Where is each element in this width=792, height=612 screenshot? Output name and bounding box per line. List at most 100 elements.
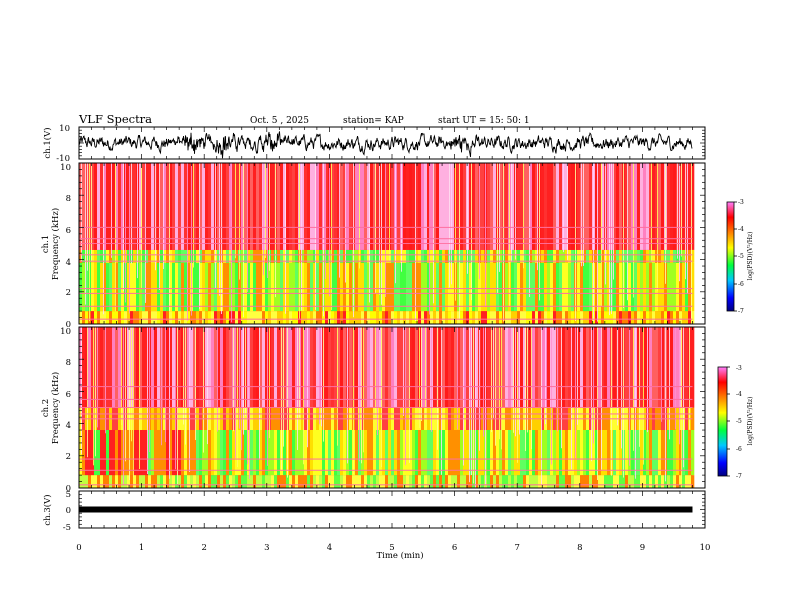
spectrogram-cell (649, 163, 653, 250)
spectrogram-cell (316, 475, 320, 488)
spectrogram-cell (487, 475, 491, 488)
spectrogram-cell (631, 327, 635, 408)
spectrogram-cell (214, 327, 218, 408)
spectrogram-cell (256, 262, 260, 312)
spectrogram-cell (196, 311, 200, 324)
spectrogram-cell (331, 327, 335, 408)
spectrogram-cell (175, 249, 179, 263)
ch2-colorbar (717, 366, 728, 477)
spectrogram-cell (307, 430, 311, 476)
spectrogram-cell (589, 430, 593, 476)
start-time-label: start UT = 15: 50: 1 (438, 116, 530, 126)
spectrogram-cell (112, 163, 116, 250)
spectrogram-cell (487, 311, 491, 324)
spectrogram-cell (178, 311, 182, 324)
spectrogram-cell (409, 327, 413, 408)
spectrogram-cell (532, 249, 536, 263)
spectrogram-cell (406, 475, 410, 488)
spectrogram-streak (97, 327, 98, 428)
spectrogram-cell (586, 327, 590, 408)
spectrogram-cell (364, 475, 368, 488)
spectrogram-cell (487, 430, 491, 476)
spectrogram-cell (682, 163, 686, 250)
spectrogram-cell (184, 249, 188, 263)
spectrogram-streak (431, 327, 432, 432)
spectrogram-cell (403, 163, 407, 250)
spectrogram-cell (427, 163, 431, 250)
spectrogram-cell (145, 475, 149, 488)
spectrogram-cell (250, 475, 254, 488)
spectrogram-cell (652, 262, 656, 312)
spectrogram-cell (229, 163, 233, 250)
spectrogram-streak (513, 327, 514, 433)
spectrogram-cell (220, 327, 224, 408)
ch1-ytick-top: 10 (59, 124, 70, 134)
spectrogram-cell (604, 327, 608, 408)
spectrogram-cell (439, 311, 443, 324)
spectrogram-cell (238, 311, 242, 324)
spectrogram-cell (391, 327, 395, 408)
spectrogram-cell (109, 430, 113, 476)
spectrogram-cell (667, 163, 671, 250)
spectrogram-cell (457, 311, 461, 324)
spectrogram-cell (526, 311, 530, 324)
spectrogram-cell (562, 262, 566, 312)
spectrogram-cell (664, 475, 668, 488)
time-axis-label: Time (min) (376, 550, 423, 561)
spectrogram-streak (575, 327, 576, 459)
spectrogram-cell (226, 262, 230, 312)
spectrogram-cell (196, 475, 200, 488)
spectrogram-cell (667, 430, 671, 476)
spectrogram-cell (373, 475, 377, 488)
spectrogram-cell (187, 262, 191, 312)
spectrogram-cell (445, 163, 449, 250)
spectrogram-cell (448, 475, 452, 488)
spectrogram-cell (100, 249, 104, 263)
spectrogram-cell (103, 430, 107, 476)
spectrogram-streak (509, 163, 510, 307)
spectrogram-cell (217, 475, 221, 488)
spectrogram-cell (85, 327, 89, 408)
spectrogram-cell (103, 262, 107, 312)
spectrogram-streak (265, 163, 266, 258)
spectrogram-cell (307, 249, 311, 263)
spectrogram-cell (532, 311, 536, 324)
spectrogram-cell (559, 430, 563, 476)
spectrogram-cell (289, 311, 293, 324)
ch1-cb-tick-m4: -4 (738, 226, 744, 233)
spectrogram-cell (466, 475, 470, 488)
spectrogram-cell (646, 262, 650, 312)
spectrogram-cell (460, 262, 464, 312)
spectrogram-streak (175, 327, 176, 470)
ch1-waveform-line (78, 131, 693, 159)
spectrogram-streak (499, 163, 500, 272)
spectrogram-streak (199, 163, 200, 309)
spectrogram-streak (193, 163, 194, 268)
spectrogram-cell (91, 249, 95, 263)
spectrogram-cell (676, 475, 680, 488)
spectrogram-streak (689, 327, 690, 430)
spectrogram-cell (442, 163, 446, 250)
spectrogram-cell (340, 430, 344, 476)
spectrogram-cell (463, 163, 467, 250)
spectrogram-cell (79, 163, 83, 250)
spectrogram-streak (87, 163, 88, 271)
time-axis-tick-labels: 0 1 2 3 4 5 6 7 8 9 10 (76, 543, 710, 553)
spectrogram-cell (253, 311, 257, 324)
spectrogram-cell (337, 311, 341, 324)
spectrogram-cell (166, 430, 170, 476)
spectrogram-cell (103, 249, 107, 263)
spectrogram-cell (490, 249, 494, 263)
spectrogram-cell (487, 249, 491, 263)
spectrogram-cell (211, 249, 215, 263)
spectrogram-cell (157, 249, 161, 263)
spectrogram-cell (619, 430, 623, 476)
spectrogram-cell (628, 475, 632, 488)
spectrogram-cell (553, 327, 557, 408)
spectrogram-cell (556, 475, 560, 488)
spectrogram-cell (595, 311, 599, 324)
spectrogram-cell (640, 262, 644, 312)
spectrogram-streak (185, 327, 186, 445)
spectrogram-streak (485, 327, 486, 486)
spectrogram-cell (82, 249, 86, 263)
